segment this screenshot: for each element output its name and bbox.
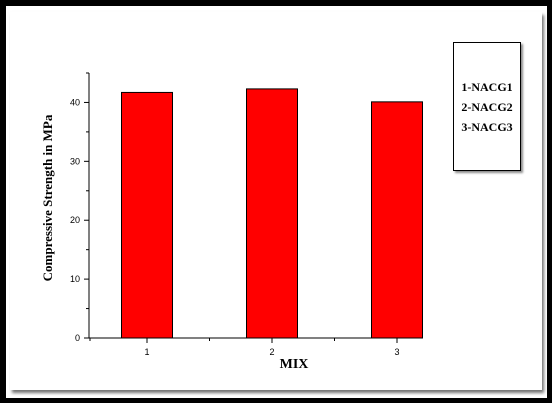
- y-tick-label: 20: [70, 215, 80, 225]
- x-tick-label: 3: [394, 347, 399, 357]
- axes-layer: 0 10 20 30 40 1 2 3: [70, 72, 405, 357]
- legend-item-2: 2-NACG2: [461, 99, 513, 114]
- x-tick-label: 1: [144, 347, 149, 357]
- bar-3: [371, 101, 423, 339]
- x-tick-label: 2: [269, 347, 274, 357]
- legend-item-3: 3-NACG3: [461, 119, 513, 134]
- x-axis-title: MIX: [280, 357, 309, 372]
- legend: 1-NACG1 2-NACG2 3-NACG3: [453, 42, 521, 171]
- y-tick-label: 40: [70, 97, 80, 107]
- y-tick-label: 30: [70, 156, 80, 166]
- bar-1: [121, 91, 173, 339]
- bar-2: [246, 88, 298, 339]
- y-axis-title: Compressive Strength in MPa: [40, 114, 55, 281]
- y-tick-label: 0: [75, 333, 80, 343]
- y-tick-label: 10: [70, 274, 80, 284]
- bars-layer: [121, 88, 423, 339]
- legend-item-1: 1-NACG1: [461, 79, 513, 94]
